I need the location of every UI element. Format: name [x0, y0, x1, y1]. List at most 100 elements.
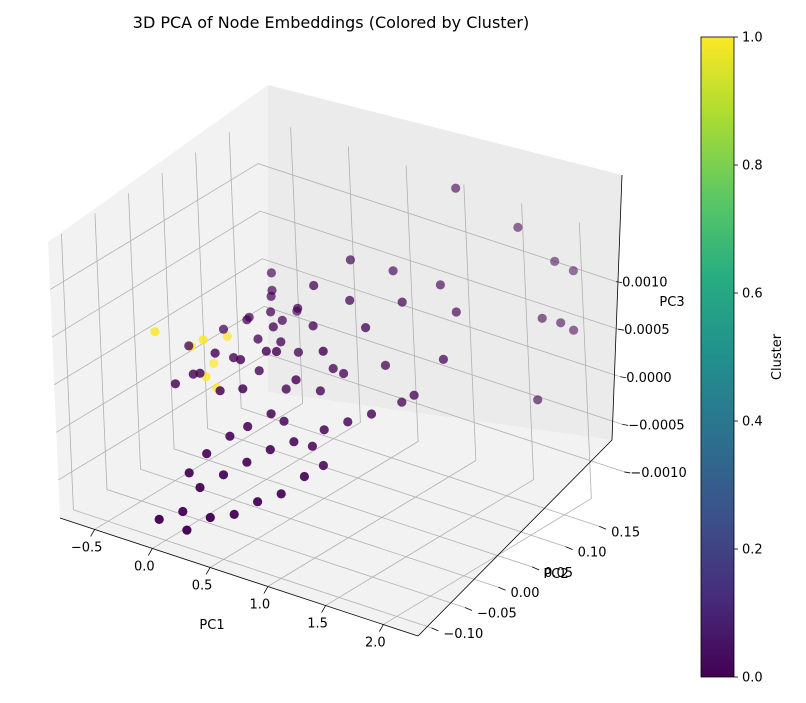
- y-gridline: [228, 132, 600, 527]
- point-cluster-0: [315, 386, 325, 396]
- point-cluster-0: [266, 291, 276, 301]
- pane-left: [48, 85, 268, 518]
- axes: −0.5 0.0 0.5 1.0 1.5 2.0 −0.10 −0.05 0.00 0.05 0.1…: [59, 174, 687, 651]
- z-gridline: [49, 163, 617, 290]
- colorbar-tick-label: 1.0: [742, 31, 763, 46]
- z-tick-mark: [616, 281, 623, 283]
- y-gridline: [161, 172, 533, 568]
- point-cluster-0: [569, 325, 579, 335]
- x-gridline: [325, 203, 535, 606]
- x-tick-label: 1.5: [307, 617, 328, 632]
- point-cluster-0: [533, 395, 543, 405]
- point-cluster-0: [266, 268, 276, 278]
- point-cluster-0: [279, 416, 289, 426]
- y-axis-label: PC2: [543, 567, 568, 582]
- point-cluster-0: [361, 323, 371, 333]
- z-tick-label: −0.0005: [628, 418, 684, 433]
- z-tick-mark: [620, 376, 627, 379]
- point-cluster-0: [309, 280, 319, 291]
- point-cluster-0: [380, 360, 391, 370]
- z-tick-label: 0.0005: [624, 323, 670, 338]
- colorbar-tick-label: 0.4: [742, 415, 763, 430]
- point-cluster-0: [397, 297, 407, 307]
- point-cluster-0: [261, 346, 271, 356]
- point-cluster-0: [225, 431, 235, 441]
- point-cluster-0: [235, 355, 246, 365]
- point-cluster-0: [178, 506, 188, 517]
- chart-title: 3D PCA of Node Embeddings (Colored by Cl…: [133, 13, 529, 32]
- point-cluster-0: [291, 375, 301, 385]
- point-cluster-0: [276, 489, 286, 499]
- point-cluster-0: [242, 315, 252, 325]
- z-gridline: [56, 305, 623, 433]
- point-cluster-0: [307, 441, 317, 451]
- z-gridline: [51, 210, 619, 338]
- point-cluster-0: [289, 437, 299, 447]
- point-cluster-0: [409, 390, 419, 400]
- point-cluster-0: [550, 256, 560, 266]
- point-cluster-0: [397, 397, 407, 407]
- colorbar-ticks: 0.0 0.2 0.4 0.6 0.8 1.0: [734, 31, 763, 686]
- x-tick-mark: [148, 548, 153, 556]
- point-cluster-0: [318, 460, 328, 471]
- x-gridline: [152, 146, 361, 549]
- point-cluster-0: [268, 322, 278, 332]
- point-cluster-1: [150, 327, 160, 337]
- point-cluster-0: [435, 280, 445, 290]
- point-cluster-0: [254, 366, 264, 376]
- y-gridline: [94, 213, 466, 608]
- z-axis-line: [611, 174, 623, 441]
- y-tick-mark: [599, 525, 607, 530]
- point-cluster-0: [210, 348, 220, 358]
- y-tick-label: 0.10: [578, 546, 607, 561]
- z-tick-mark: [618, 328, 625, 331]
- point-cluster-0: [276, 337, 286, 347]
- z-tick-label: −0.0010: [630, 466, 686, 481]
- y-tick-label: 0.05: [544, 566, 573, 581]
- point-cluster-1: [198, 335, 208, 345]
- grid-lines: [49, 127, 625, 629]
- x-tick-label: 2.0: [365, 636, 386, 651]
- point-cluster-0: [218, 470, 229, 480]
- x-tick-mark: [263, 586, 269, 594]
- point-cluster-0: [451, 307, 461, 317]
- point-cluster-0: [438, 354, 448, 364]
- colorbar-tick-label: 0.6: [742, 287, 763, 302]
- z-tick-mark: [624, 471, 631, 474]
- point-cluster-0: [513, 222, 523, 232]
- y-tick-mark: [531, 566, 540, 571]
- point-cluster-0: [318, 346, 328, 356]
- point-cluster-0: [388, 266, 398, 276]
- z-axis-label: PC3: [659, 295, 684, 310]
- y-tick-mark: [498, 586, 506, 591]
- point-cluster-0: [308, 321, 318, 331]
- x-tick-mark: [90, 529, 95, 537]
- point-cluster-0: [154, 514, 164, 525]
- x-tick-mark: [321, 605, 326, 613]
- point-cluster-0: [218, 324, 229, 334]
- point-cluster-0: [243, 421, 253, 432]
- point-cluster-0: [253, 497, 263, 507]
- point-cluster-0: [265, 445, 275, 455]
- point-cluster-1: [222, 331, 232, 341]
- point-cluster-0: [215, 386, 225, 396]
- x-gridline: [209, 165, 419, 568]
- point-cluster-0: [299, 471, 309, 482]
- point-cluster-1: [209, 358, 219, 368]
- x-gridline: [94, 127, 304, 530]
- colorbar-tick-label: 0.8: [742, 159, 763, 174]
- z-tick-mark: [622, 423, 629, 426]
- point-cluster-0: [451, 183, 461, 193]
- point-cluster-0: [343, 417, 353, 427]
- z-tick-label: 0.0010: [622, 276, 668, 291]
- z-tick-label: 0.0000: [626, 371, 672, 386]
- y-tick-mark: [431, 627, 439, 632]
- x-gridline: [267, 184, 477, 587]
- point-cluster-0: [184, 341, 194, 351]
- point-cluster-0: [229, 353, 239, 363]
- y-tick-mark: [464, 607, 473, 611]
- x-tick-label: −0.5: [71, 540, 103, 555]
- point-cluster-0: [229, 509, 239, 519]
